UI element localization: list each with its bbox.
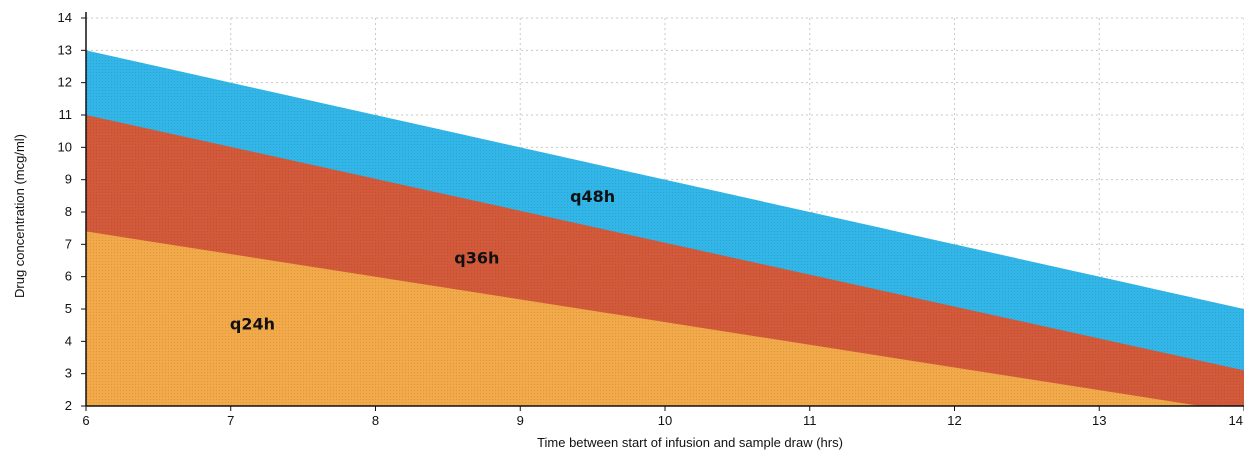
y-axis-label: Drug concentration (mcg/ml): [12, 134, 27, 298]
y-tick-label: 6: [65, 269, 72, 284]
y-tick-label: 13: [58, 42, 72, 57]
region-label-q48h: q48h: [570, 187, 615, 206]
y-tick-label: 5: [65, 301, 72, 316]
y-tick-label: 8: [65, 204, 72, 219]
y-tick-label: 7: [65, 236, 72, 251]
y-tick-label: 2: [65, 398, 72, 413]
y-tick-label: 3: [65, 366, 72, 381]
y-tick-label: 10: [58, 139, 72, 154]
concentration-regions: [86, 50, 1244, 406]
region-label-q24h: q24h: [230, 315, 275, 334]
x-tick-label: 11: [803, 413, 817, 428]
x-tick-label: 8: [372, 413, 379, 428]
x-tick-label: 7: [227, 413, 234, 428]
y-tick-label: 9: [65, 172, 72, 187]
x-tick-label: 10: [658, 413, 672, 428]
x-tick-label: 13: [1092, 413, 1106, 428]
y-tick-label: 14: [58, 10, 72, 25]
x-tick-label: 12: [947, 413, 961, 428]
y-tick-label: 11: [59, 107, 73, 122]
x-axis-label: Time between start of infusion and sampl…: [537, 435, 843, 450]
region-label-q36h: q36h: [454, 248, 499, 267]
y-tick-label: 12: [58, 75, 72, 90]
x-tick-label: 14: [1229, 413, 1243, 428]
x-tick-label: 6: [82, 413, 89, 428]
x-tick-label: 9: [517, 413, 524, 428]
region-texture-q24h: [86, 231, 1244, 406]
y-tick-label: 4: [65, 333, 72, 348]
region-labels: q24h q36h q48h: [230, 187, 615, 334]
axes: 2 3 4 5 6 7 8 9 10 11 12 13 14 6 7 8 9 10 11 12 13 14: [58, 10, 1244, 428]
